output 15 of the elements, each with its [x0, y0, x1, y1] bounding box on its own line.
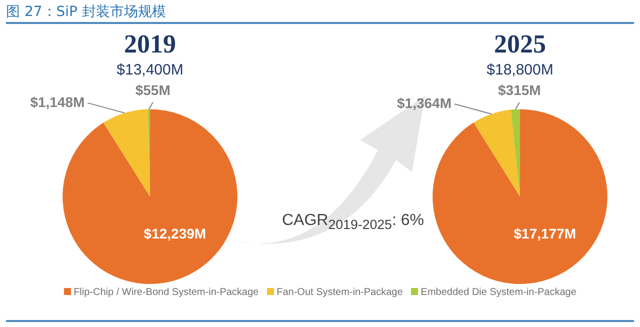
chart-subtitle: $18,800M	[486, 61, 554, 78]
text: CAGR$_{2019-2025}$: 6%	[282, 212, 424, 232]
data-label: $55M	[135, 82, 170, 98]
data-label: $315M	[498, 82, 541, 98]
data-label: $1,364M	[397, 94, 452, 111]
chart-subtitle: $13,400M	[116, 61, 184, 78]
data-label: $17,177M	[514, 225, 576, 242]
chart-title: 2019	[124, 29, 176, 58]
legend-label: Embedded Die System-in-Package	[420, 287, 576, 298]
caption: 图 27：SiP 封装市场规模	[6, 3, 166, 21]
chart-title: 2025	[494, 29, 546, 58]
data-label: $12,239M	[144, 225, 206, 242]
legend-label: Flip-Chip / Wire-Bond System-in-Package	[72, 287, 259, 298]
legend-label: Fan-Out System-in-Package	[276, 287, 403, 298]
data-label: $1,148M	[30, 94, 85, 110]
